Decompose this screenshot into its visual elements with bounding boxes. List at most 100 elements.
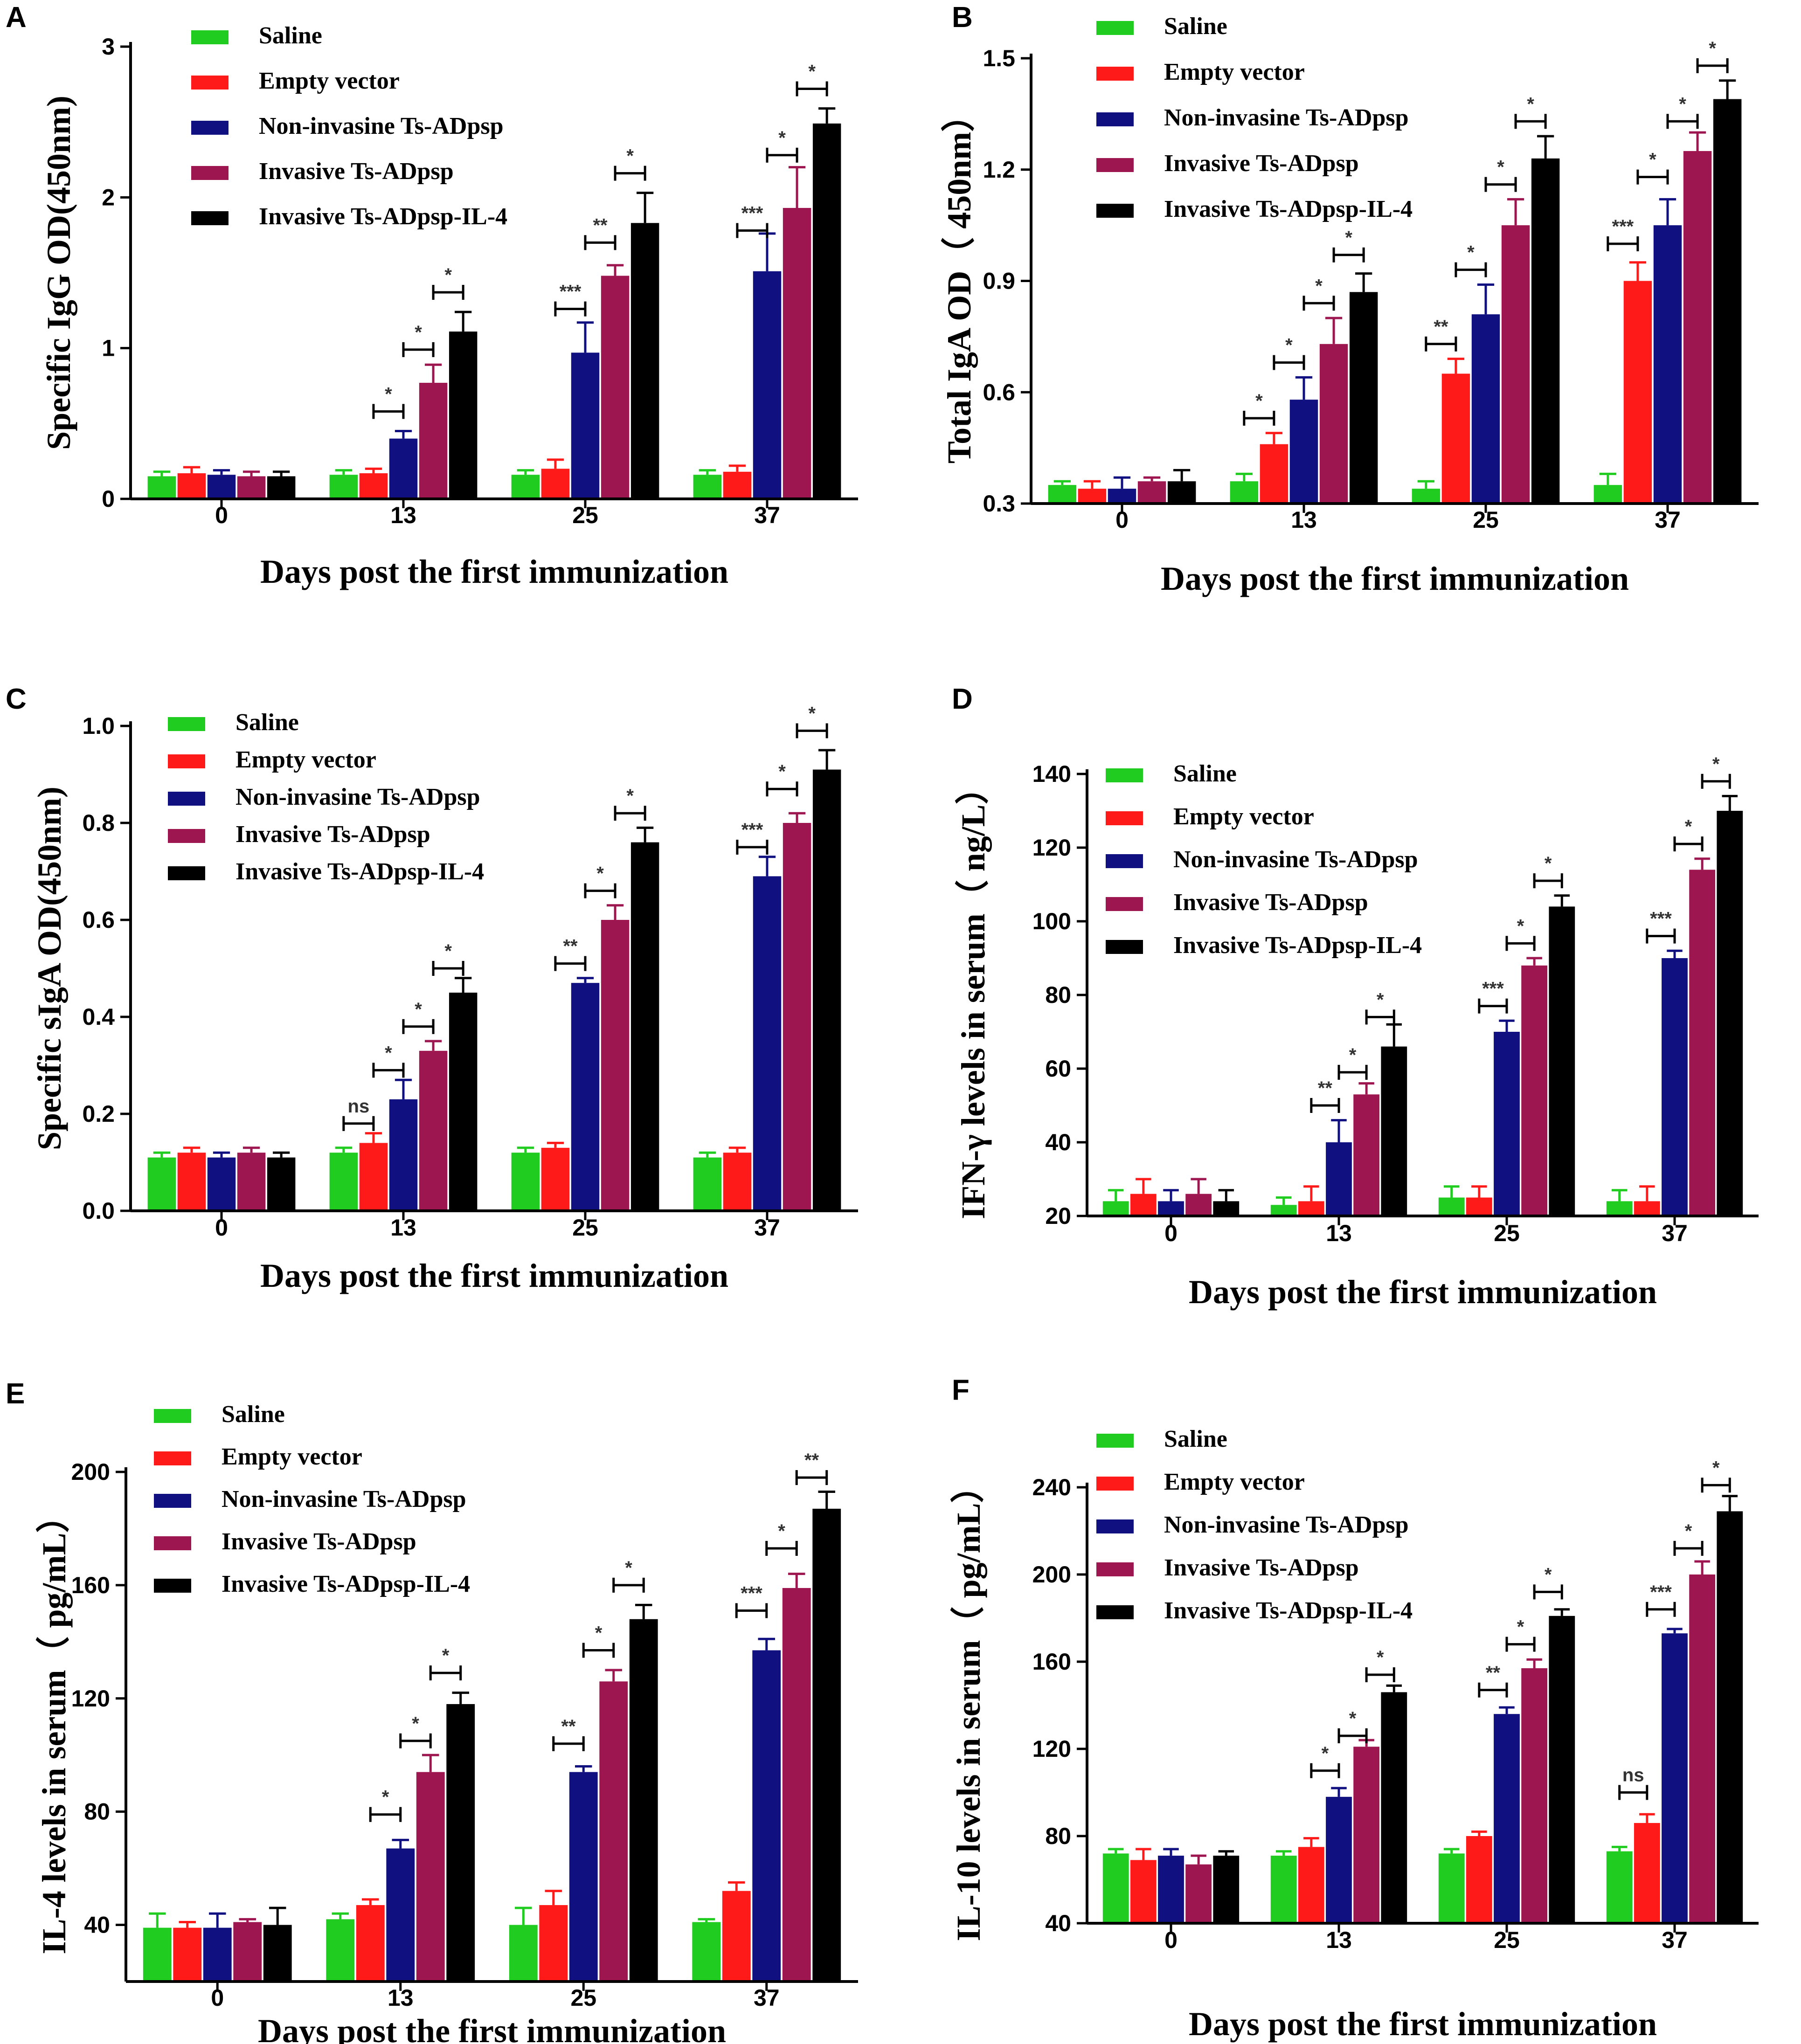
panel-letter: B (952, 1, 973, 34)
bar (571, 352, 600, 499)
significance-label: * (1679, 94, 1686, 114)
bar (1717, 1511, 1743, 1923)
significance-label: * (596, 863, 604, 884)
significance-label: *** (1650, 909, 1672, 929)
bar (753, 271, 782, 499)
y-tick-label: 240 (1032, 1474, 1071, 1500)
legend-swatch (191, 121, 229, 135)
significance-label: * (415, 322, 422, 343)
bar (1531, 158, 1560, 504)
y-tick-label: 60 (1045, 1056, 1071, 1082)
bar (812, 769, 841, 1211)
legend-label: Non-invasine Ts-ADpsp (259, 113, 504, 139)
bar (147, 476, 176, 499)
significance-label: * (1377, 989, 1384, 1010)
y-tick-label: 1.2 (983, 157, 1015, 183)
y-tick-label: 80 (1045, 982, 1071, 1008)
y-tick-label: 0.0 (82, 1198, 115, 1224)
legend-label: Non-invasine Ts-ADpsp (236, 784, 480, 810)
panel-letter: D (952, 683, 973, 715)
significance-label: ** (593, 215, 608, 235)
bar (1349, 292, 1378, 504)
significance-label: * (778, 1521, 785, 1541)
significance-label: * (1685, 1521, 1692, 1541)
chart-panel-c: Cns*** *********0.00.20.40.60.81.00 13 25 37… (6, 683, 858, 1294)
significance-label: *** (741, 1583, 762, 1604)
bar (1102, 1201, 1129, 1216)
significance-label: ** (804, 1450, 819, 1471)
legend-label: Non-invasine Ts-ADpsp (222, 1486, 466, 1512)
bar (1606, 1201, 1633, 1216)
bar (539, 1905, 568, 1982)
x-axis-label: Days post the first immunization (260, 1257, 728, 1294)
y-tick-label: 200 (71, 1459, 110, 1485)
legend-label: Saline (259, 22, 322, 49)
legend-swatch (191, 76, 229, 90)
y-axis-label: IFN-γ levels in serum（ ng/L） (955, 771, 992, 1219)
bar (783, 207, 811, 499)
bar (1270, 1856, 1297, 1923)
legend-swatch (1106, 811, 1143, 825)
legend-label: Empty vector (1173, 803, 1314, 830)
significance-label: * (444, 265, 452, 285)
bar (569, 1772, 598, 1982)
bar (601, 276, 630, 499)
bar (812, 1508, 841, 1982)
bar (571, 983, 600, 1211)
bar (267, 1157, 296, 1211)
significance-label: ** (561, 1716, 576, 1737)
bar (1549, 906, 1575, 1216)
bar (1102, 1853, 1129, 1923)
bar (1466, 1836, 1492, 1923)
legend-label: Invasive Ts-ADpsp-IL-4 (236, 858, 484, 885)
y-tick-label: 0.4 (82, 1004, 115, 1030)
bar (1260, 444, 1288, 504)
y-tick-label: 160 (71, 1572, 110, 1598)
y-tick-label: 80 (84, 1799, 110, 1825)
bar (1634, 1823, 1660, 1923)
legend-label: Invasive Ts-ADpsp-IL-4 (1173, 932, 1422, 959)
bar (1167, 481, 1196, 504)
y-tick-label: 100 (1032, 908, 1071, 934)
bar (1438, 1197, 1465, 1216)
legend-label: Saline (222, 1401, 285, 1428)
significance-label: * (595, 1623, 603, 1643)
bar (326, 1919, 355, 1982)
significance-label: * (1377, 1647, 1384, 1668)
significance-label: *** (741, 203, 763, 223)
significance-label: * (1349, 1045, 1357, 1065)
x-tick-label: 25 (570, 1985, 596, 2011)
significance-label: * (1517, 1617, 1524, 1637)
bar (812, 123, 841, 499)
bar (630, 223, 659, 499)
panel-letter: C (6, 683, 27, 715)
legend-label: Invasive Ts-ADpsp-IL-4 (1164, 196, 1413, 222)
y-axis-label: Specific IgG OD(450nm) (40, 96, 77, 450)
legend-label: Invasive Ts-ADpsp (222, 1528, 416, 1555)
y-tick-label: 1.0 (82, 713, 115, 739)
bar (509, 1925, 538, 1982)
legend-swatch (1096, 204, 1134, 218)
x-axis-label: Days post the first immunization (260, 553, 728, 590)
significance-label: * (808, 703, 816, 724)
bar (1501, 225, 1530, 504)
legend-swatch (1096, 1434, 1134, 1448)
bar (449, 331, 478, 499)
significance-label: * (415, 999, 422, 1020)
bar (541, 469, 570, 499)
chart-panel-b: B***************0.30.60.91.21.50 13 25 37Da… (941, 1, 1759, 597)
bar (1438, 1853, 1465, 1923)
bar (359, 473, 388, 499)
significance-label: * (626, 786, 634, 806)
bar (419, 1050, 448, 1211)
significance-label: * (778, 761, 786, 782)
y-axis-label: Specific sIgA OD(450nm) (31, 787, 68, 1150)
bar (783, 823, 811, 1211)
legend-swatch (168, 717, 205, 731)
legend-label: Empty vector (236, 746, 376, 773)
legend-label: Invasive Ts-ADpsp (1173, 889, 1368, 916)
y-tick-label: 80 (1045, 1823, 1071, 1849)
bar (1381, 1692, 1407, 1923)
bar (1078, 489, 1107, 504)
